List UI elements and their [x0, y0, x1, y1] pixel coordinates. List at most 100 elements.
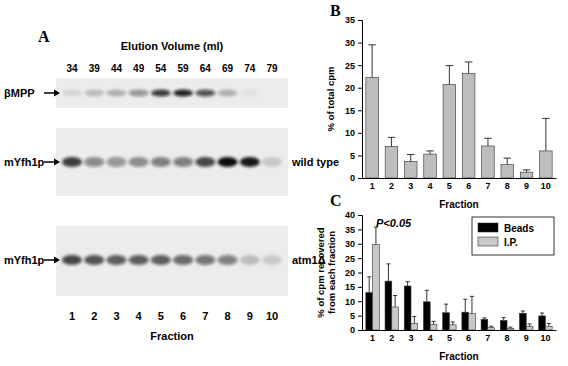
arrow-head	[54, 257, 60, 264]
elution-volume: 64	[200, 63, 212, 74]
error-bar	[368, 45, 376, 78]
error-cap	[425, 290, 429, 291]
band	[195, 255, 215, 265]
tick: 5	[447, 330, 452, 343]
error-cap	[489, 326, 493, 327]
error-bar	[432, 321, 436, 324]
lane-label: 4	[136, 310, 143, 322]
error-line	[388, 264, 389, 281]
tick: 15	[345, 106, 362, 116]
tick: 0	[350, 325, 362, 335]
error-bar	[484, 138, 492, 146]
error-line	[545, 118, 546, 151]
error-line	[391, 137, 392, 146]
band	[173, 255, 193, 265]
error-line	[426, 290, 427, 302]
error-line	[507, 158, 508, 164]
bar	[481, 319, 488, 330]
tick-label: 5	[350, 151, 355, 161]
error-line	[407, 282, 408, 286]
band	[173, 90, 193, 97]
tick-label: 20	[345, 83, 355, 93]
tick-mark	[358, 43, 362, 44]
band	[218, 157, 238, 167]
band	[129, 157, 149, 167]
lane-label: 10	[266, 310, 278, 322]
x-axis: 12345678910	[363, 330, 557, 343]
tick-label: 30	[345, 239, 355, 249]
bar	[430, 324, 437, 330]
band	[106, 90, 126, 97]
tick: 1	[370, 178, 375, 191]
arrow-head	[54, 159, 60, 166]
panel-c: 051015202530354012345678910CFraction% of…	[315, 192, 557, 362]
tick: 35	[345, 15, 362, 25]
band	[151, 157, 171, 167]
bar	[539, 316, 546, 330]
bar	[545, 326, 552, 330]
bar	[507, 329, 514, 330]
bar	[500, 321, 507, 330]
y-axis: 0510152025303540	[345, 210, 363, 335]
error-bar	[388, 137, 396, 146]
tick: 7	[485, 178, 490, 191]
error-bar	[540, 313, 544, 316]
tick-label: 2	[389, 181, 394, 191]
bar	[488, 328, 495, 330]
bar	[443, 85, 456, 178]
error-line	[449, 66, 450, 85]
tick-label: 5	[447, 333, 452, 343]
error-cap	[412, 316, 416, 317]
error-bar	[426, 151, 434, 154]
tick: 25	[345, 61, 362, 71]
lane-label: 8	[224, 310, 230, 322]
lane-label: 2	[91, 310, 97, 322]
band	[62, 157, 82, 167]
band	[84, 157, 104, 167]
band	[173, 157, 193, 167]
tick: 20	[345, 268, 362, 278]
arrow-head	[54, 90, 60, 97]
panel-a: AElution Volume (ml)34394449545964697479…	[4, 28, 339, 342]
x-label: Fraction	[439, 199, 478, 210]
band	[218, 90, 238, 97]
tick: 5	[447, 178, 452, 191]
bar	[520, 172, 533, 178]
bar	[501, 164, 514, 178]
error-cap	[432, 321, 436, 322]
tick: 10	[541, 178, 551, 191]
error-cap	[388, 137, 396, 138]
tick-label: 10	[540, 333, 550, 343]
error-bar	[523, 170, 531, 172]
panel-letter: A	[38, 28, 50, 45]
tick-mark	[358, 110, 362, 111]
bar	[424, 154, 437, 178]
error-bar	[489, 326, 493, 327]
bar	[526, 326, 533, 330]
row-label: mYfh1p	[4, 254, 45, 266]
tick: 5	[350, 151, 362, 161]
tick-mark	[358, 330, 362, 331]
row-sublabel: wild type	[291, 156, 339, 168]
tick: 10	[540, 330, 550, 343]
band	[262, 255, 282, 265]
error-bar	[386, 264, 390, 281]
error-line	[468, 62, 469, 73]
error-bar	[503, 158, 511, 164]
x-label: Fraction	[150, 330, 194, 342]
elution-volume: 54	[155, 63, 167, 74]
tick-mark	[358, 258, 362, 259]
error-cap	[444, 304, 448, 305]
tick-label: 10	[345, 297, 355, 307]
tick-label: 0	[350, 325, 355, 335]
tick-label: 1	[370, 333, 375, 343]
tick: 10	[345, 128, 362, 138]
tick-mark	[358, 273, 362, 274]
band	[106, 255, 126, 265]
error-cap	[484, 138, 492, 139]
blot-strip	[56, 226, 288, 296]
bar	[449, 325, 456, 330]
tick: 25	[345, 254, 362, 264]
tick: 1	[370, 330, 375, 343]
error-line	[414, 316, 415, 323]
